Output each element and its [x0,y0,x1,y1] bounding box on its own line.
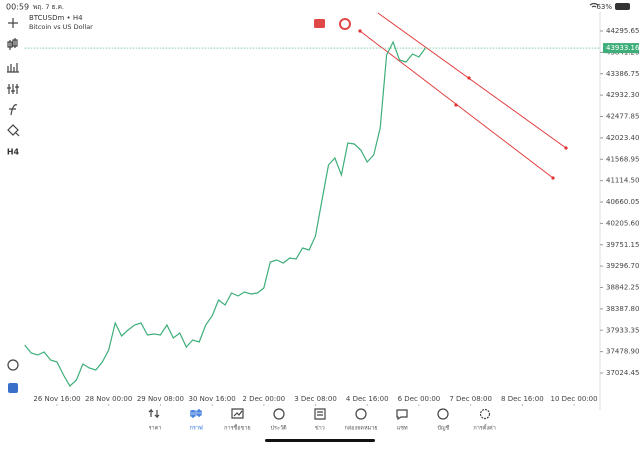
x-tick-label: 3 Dec 08:00 [294,395,337,403]
y-tick-label: 44295.65 [606,27,639,35]
x-tick-label: 6 Dec 00:00 [398,395,441,403]
chart-title: BTCUSDm • H4 [29,14,83,22]
y-tick-label: 42023.40 [606,134,639,142]
y-tick-label: 41114.50 [606,177,639,185]
x-tick-label: 2 Dec 00:00 [243,395,286,403]
x-tick-label: 10 Dec 00:00 [551,395,598,403]
tab-label[interactable]: ราคา [149,426,162,432]
tab-label[interactable]: แชท [397,425,408,432]
y-tick-label: 37933.35 [606,326,639,334]
y-tick-label: 39751.15 [606,241,639,249]
y-tick-label: 43386.75 [606,70,639,78]
x-tick-label: 26 Nov 16:00 [33,395,80,403]
y-tick-label: 42932.30 [606,91,639,99]
trend-channel[interactable] [358,12,568,180]
battery-icon [615,3,630,10]
x-tick-label: 30 Nov 16:00 [189,395,236,403]
crosshair-tool[interactable] [8,18,18,28]
trade-button[interactable] [7,359,19,371]
one-click-button[interactable] [8,383,18,393]
tab-label[interactable]: กราฟ [190,425,203,432]
y-tick-label: 38387.80 [606,305,639,313]
chart-type-tool[interactable] [7,38,18,50]
shapes-tool[interactable] [7,124,20,137]
alert-icon[interactable] [339,18,351,30]
tab-label[interactable]: ข่าว [315,426,325,432]
tab-icon [231,408,244,419]
sell-icon[interactable] [314,19,325,28]
tab-label[interactable]: ประวัติ [271,425,287,432]
tab-label[interactable]: การตั้งค่า [473,424,495,432]
tab-icon [355,408,367,420]
plot: 44295.6543841.2043386.7542932.3042477.85… [24,27,640,406]
x-tick-label: 28 Nov 00:00 [85,395,132,403]
y-tick-label: 37024.45 [606,369,639,377]
tab-bar [148,408,491,421]
tab-icon [437,408,449,420]
status-time: 00:59 [6,3,29,12]
x-tick-label: 29 Nov 08:00 [137,395,184,403]
tab-label[interactable]: บัญชี [437,425,449,432]
x-tick-label: 4 Dec 16:00 [346,395,389,403]
y-tick-label: 39296.70 [606,262,639,270]
timeframe-button[interactable]: H4 [7,148,20,157]
objects-tool[interactable] [7,84,19,94]
function-tool[interactable] [9,104,18,116]
current-price-label: 43933.16 [606,44,640,52]
status-date: พฤ. 7 ธ.ค. [33,3,64,11]
tab-icon [396,409,408,421]
indicators-tool[interactable] [7,63,19,73]
y-tick-label: 41568.95 [606,155,639,163]
x-tick-label: 8 Dec 16:00 [501,395,544,403]
y-tick-label: 37478.90 [606,348,639,356]
current-price-box [603,43,639,54]
wifi-icon [589,2,599,8]
tab-label[interactable]: กล่องจดหมาย [344,426,377,432]
status-battery: 63% [596,3,612,11]
tab-icon [273,408,285,420]
tab-icon [190,409,202,418]
home-indicator [265,439,375,442]
price-line [24,40,426,387]
x-tick-label: 7 Dec 08:00 [449,395,492,403]
y-tick-label: 40205.60 [606,219,639,227]
y-tick-label: 40660.05 [606,198,639,206]
tab-icon [479,408,491,420]
toolbar: H4 [7,18,20,393]
chart-subtitle: Bitcoin vs US Dollar [29,23,93,31]
tab-icon [148,408,160,419]
tab-icon [314,408,326,420]
y-tick-label: 42477.85 [606,113,639,121]
tab-label[interactable]: การซื้อขาย [224,424,250,432]
y-tick-label: 38842.25 [606,284,639,292]
